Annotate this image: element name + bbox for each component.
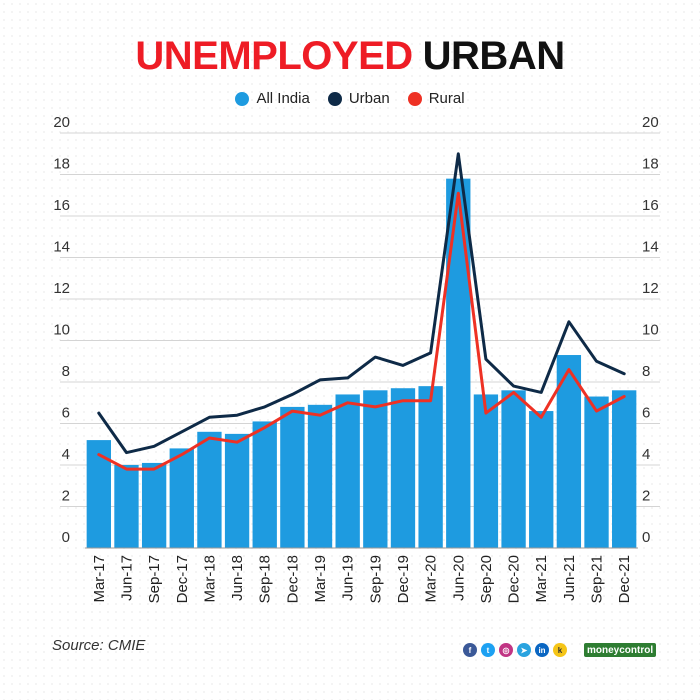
legend-item-urban: Urban — [327, 90, 390, 107]
y-tick-right-14: 14 — [642, 239, 659, 256]
bar-jun-19 — [335, 394, 360, 548]
x-tick-sep-17: Sep-17 — [146, 555, 163, 603]
title-part-urban: URBAN — [422, 34, 565, 78]
facebook-icon[interactable]: f — [463, 643, 477, 657]
y-tick-left-12: 12 — [53, 280, 70, 297]
x-tick-mar-19: Mar-19 — [312, 555, 329, 603]
bar-jun-21 — [556, 355, 582, 548]
bar-mar-18 — [197, 431, 222, 548]
bar-sep-17 — [141, 462, 167, 548]
bar-mar-20 — [418, 386, 443, 548]
bar-sep-21 — [584, 396, 609, 548]
linkedin-icon[interactable]: in — [535, 643, 549, 657]
bar-dec-17 — [169, 448, 194, 548]
x-tick-mar-18: Mar-18 — [201, 555, 218, 603]
twitter-icon[interactable]: t — [481, 643, 495, 657]
y-tick-right-20: 20 — [642, 114, 659, 131]
bar-sep-20 — [473, 394, 499, 548]
bar-jun-18 — [224, 433, 250, 548]
x-tick-mar-21: Mar-21 — [533, 555, 550, 603]
x-tick-jun-18: Jun-18 — [229, 555, 246, 601]
x-tick-sep-21: Sep-21 — [589, 555, 606, 603]
x-tick-sep-18: Sep-18 — [257, 555, 274, 603]
line-rural — [97, 191, 626, 471]
y-tick-left-20: 20 — [53, 114, 70, 131]
y-tick-left-6: 6 — [62, 405, 70, 422]
y-tick-right-16: 16 — [642, 197, 659, 214]
y-tick-left-4: 4 — [62, 446, 70, 463]
instagram-icon[interactable]: ◎ — [499, 643, 513, 657]
legend-label-all-india: All India — [256, 90, 310, 107]
source-note: Source: CMIE — [52, 637, 146, 654]
legend-label-rural: Rural — [428, 90, 465, 107]
legend-swatch-all-india — [235, 91, 250, 106]
x-tick-jun-20: Jun-20 — [450, 555, 467, 601]
x-tick-dec-19: Dec-19 — [395, 555, 412, 603]
bar-dec-21 — [612, 390, 637, 548]
x-tick-mar-17: Mar-17 — [91, 555, 108, 603]
x-tick-dec-18: Dec-18 — [284, 555, 301, 603]
legend-item-rural: Rural — [407, 90, 465, 107]
y-tick-right-18: 18 — [642, 156, 659, 173]
x-tick-jun-19: Jun-19 — [340, 555, 357, 601]
bar-mar-19 — [307, 404, 333, 548]
bar-sep-19 — [363, 390, 388, 548]
x-tick-mar-20: Mar-20 — [423, 555, 440, 603]
brand-logo: moneycontrol — [584, 643, 657, 657]
legend-item-all-india: All India — [235, 90, 310, 107]
y-tick-right-4: 4 — [642, 446, 650, 463]
legend-label-urban: Urban — [348, 90, 390, 107]
bar-mar-21 — [529, 411, 554, 548]
title-part-unemployed: UNEMPLOYED — [135, 34, 413, 78]
x-tick-jun-21: Jun-21 — [561, 555, 578, 601]
y-tick-right-6: 6 — [642, 405, 650, 422]
y-tick-right-8: 8 — [642, 363, 650, 380]
x-tick-sep-19: Sep-19 — [367, 555, 384, 603]
y-tick-right-12: 12 — [642, 280, 659, 297]
legend-swatch-urban — [327, 91, 342, 106]
line-urban — [97, 152, 626, 455]
y-tick-right-0: 0 — [642, 529, 650, 546]
x-tick-dec-21: Dec-21 — [616, 555, 633, 603]
x-tick-sep-20: Sep-20 — [478, 555, 495, 603]
bar-jun-17 — [114, 465, 139, 548]
bar-dec-20 — [501, 390, 526, 548]
x-tick-dec-17: Dec-17 — [174, 555, 191, 603]
bar-jun-20 — [446, 178, 471, 548]
y-tick-left-2: 2 — [62, 488, 70, 505]
y-tick-left-14: 14 — [53, 239, 70, 256]
y-tick-left-10: 10 — [53, 322, 70, 339]
legend-swatch-rural — [407, 91, 422, 106]
y-tick-right-10: 10 — [642, 322, 659, 339]
y-tick-left-18: 18 — [53, 156, 70, 173]
social-icons: f t ◎ ➤ in k — [463, 643, 567, 657]
bar-dec-18 — [280, 406, 305, 548]
y-tick-right-2: 2 — [642, 488, 650, 505]
y-tick-left-8: 8 — [62, 363, 70, 380]
bar-sep-18 — [252, 421, 277, 548]
x-tick-jun-17: Jun-17 — [118, 555, 135, 601]
telegram-icon[interactable]: ➤ — [517, 643, 531, 657]
bar-dec-19 — [390, 388, 416, 548]
legend: All India Urban Rural — [0, 90, 700, 107]
koo-icon[interactable]: k — [553, 643, 567, 657]
y-tick-left-0: 0 — [62, 529, 70, 546]
chart-title: UNEMPLOYED URBAN — [0, 30, 700, 82]
x-tick-dec-20: Dec-20 — [506, 555, 523, 603]
y-tick-left-16: 16 — [53, 197, 70, 214]
